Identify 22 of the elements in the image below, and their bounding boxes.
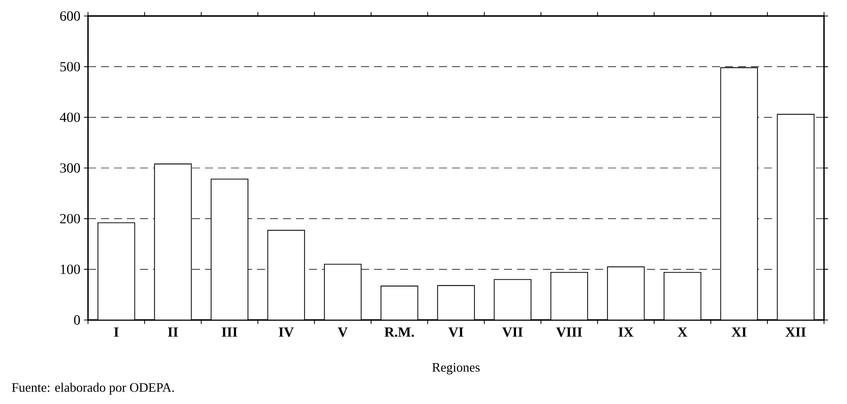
y-tick-label: 600 — [60, 11, 80, 21]
x-tick-label: IX — [618, 328, 634, 337]
x-tick-label: R.M. — [384, 328, 414, 337]
x-tick-label: VIII — [556, 328, 582, 337]
x-tick-label: VII — [502, 328, 523, 337]
y-tick-label: 0 — [74, 315, 80, 325]
x-tick-label: III — [222, 328, 238, 337]
x-tick-label: X — [678, 328, 688, 337]
x-tick-label: VI — [448, 328, 464, 337]
y-tick-label: 100 — [60, 264, 80, 274]
x-tick-label: IV — [278, 328, 294, 337]
source-note: Fuente: elaborado por ODEPA. — [12, 382, 174, 394]
x-tick-label: V — [338, 328, 348, 337]
x-tick-label: I — [114, 328, 119, 337]
y-tick-label: 500 — [60, 62, 80, 72]
x-tick-label: XI — [732, 328, 746, 337]
x-tick-label: XII — [786, 328, 806, 337]
y-tick-label: 400 — [60, 112, 80, 122]
y-tick-label: 300 — [60, 163, 80, 173]
x-axis-title: Regiones — [432, 363, 480, 374]
x-tick-label: II — [168, 328, 178, 337]
y-tick-label: 200 — [60, 214, 80, 224]
